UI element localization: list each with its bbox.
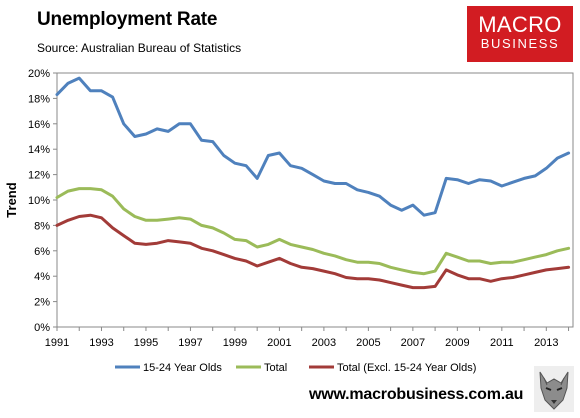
y-tick-label: 0% xyxy=(34,322,50,334)
x-tick-label: 2005 xyxy=(356,337,380,349)
x-tick-label: 2003 xyxy=(312,337,336,349)
y-tick-label: 4% xyxy=(34,271,50,283)
legend-label: Total (Excl. 15-24 Year Olds) xyxy=(337,362,476,374)
y-tick-label: 6% xyxy=(34,246,50,258)
x-tick-label: 2013 xyxy=(534,337,558,349)
x-tick-label: 2001 xyxy=(267,337,291,349)
y-tick-label: 18% xyxy=(28,93,50,105)
logo-line-2: BUSINESS xyxy=(480,36,560,51)
x-tick-label: 1995 xyxy=(134,337,158,349)
macrobusiness-logo[interactable]: MACRO BUSINESS xyxy=(467,6,573,62)
x-tick-label: 1997 xyxy=(178,337,202,349)
series-line-2 xyxy=(55,187,571,276)
y-tick-label: 14% xyxy=(28,144,50,156)
x-tick-label: 2011 xyxy=(490,337,514,349)
legend-label: Total xyxy=(264,362,287,374)
y-tick-label: 12% xyxy=(28,170,50,182)
y-tick-label: 20% xyxy=(28,68,50,80)
x-tick-label: 2007 xyxy=(401,337,425,349)
chart-source: Source: Australian Bureau of Statistics xyxy=(37,41,242,55)
y-tick-label: 10% xyxy=(28,195,50,207)
series-line-1 xyxy=(55,76,571,217)
y-tick-label: 16% xyxy=(28,119,50,131)
series-line-3 xyxy=(55,213,571,290)
x-tick-label: 2009 xyxy=(445,337,469,349)
y-axis-title: Trend xyxy=(4,182,19,217)
plot-area xyxy=(56,72,574,328)
legend-label: 15-24 Year Olds xyxy=(143,362,222,374)
wolf-icon xyxy=(534,366,574,412)
x-tick-label: 1993 xyxy=(89,337,113,349)
y-tick-label: 8% xyxy=(34,220,50,232)
x-tick-label: 1991 xyxy=(45,337,69,349)
logo-line-1: MACRO xyxy=(478,12,562,37)
x-tick-label: 1999 xyxy=(223,337,247,349)
footer-url[interactable]: www.macrobusiness.com.au xyxy=(309,386,524,403)
chart-title: Unemployment Rate xyxy=(37,9,218,30)
y-tick-label: 2% xyxy=(34,297,50,309)
